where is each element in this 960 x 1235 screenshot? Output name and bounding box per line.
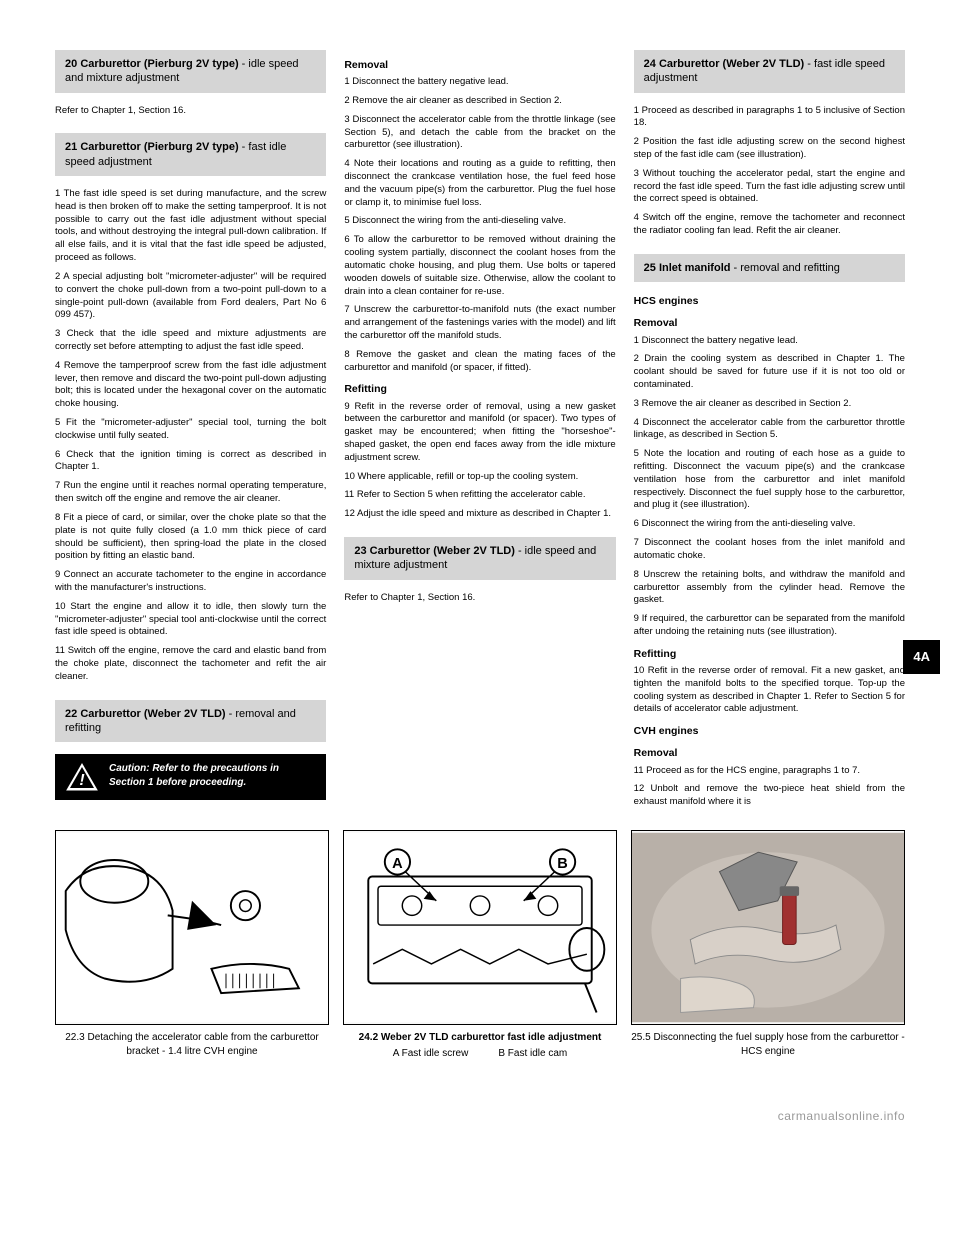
- section-20-header: 20 Carburettor (Pierburg 2V type) - idle…: [55, 50, 326, 93]
- section-22-header: 22 Carburettor (Weber 2V TLD) - removal …: [55, 700, 326, 743]
- figure-22-3: 22.3 Detaching the accelerator cable fro…: [55, 830, 329, 1060]
- label-a: A Fast idle screw: [393, 1047, 469, 1061]
- body-text: 2 A special adjusting bolt "micrometer-a…: [55, 271, 326, 322]
- section-num: 21: [65, 141, 77, 153]
- body-text: 7 Run the engine until it reaches normal…: [55, 480, 326, 506]
- body-text: 9 Connect an accurate tachometer to the …: [55, 569, 326, 595]
- figure-caption: 22.3 Detaching the accelerator cable fro…: [55, 1031, 329, 1058]
- body-text: 3 Disconnect the accelerator cable from …: [344, 114, 615, 152]
- section-title-plain: - removal and refitting: [730, 262, 839, 274]
- body-text: 2 Remove the air cleaner as described in…: [344, 95, 615, 108]
- warning-icon: !: [65, 762, 99, 792]
- section-title-bold: Carburettor (Pierburg 2V type): [80, 58, 238, 70]
- body-text: 9 Refit in the reverse order of removal,…: [344, 401, 615, 465]
- figure-labels: A Fast idle screw B Fast idle cam: [343, 1047, 617, 1061]
- subheading: Removal: [634, 746, 905, 760]
- body-text: 10 Where applicable, refill or top-up th…: [344, 471, 615, 484]
- section-title-bold: Carburettor (Weber 2V TLD): [370, 545, 515, 557]
- body-text: 6 Disconnect the wiring from the anti-di…: [634, 518, 905, 531]
- section-21-header: 21 Carburettor (Pierburg 2V type) - fast…: [55, 133, 326, 176]
- carburettor-fast-idle-illustration-icon: A B: [344, 831, 616, 1024]
- body-text: 5 Note the location and routing of each …: [634, 448, 905, 512]
- section-num: 24: [644, 58, 656, 70]
- section-title-bold: Carburettor (Weber 2V TLD): [659, 58, 804, 70]
- section-num: 20: [65, 58, 77, 70]
- body-text: 7 Disconnect the coolant hoses from the …: [634, 537, 905, 563]
- svg-text:!: !: [79, 772, 85, 789]
- body-text: 12 Adjust the idle speed and mixture as …: [344, 508, 615, 521]
- section-25-header: 25 Inlet manifold - removal and refittin…: [634, 254, 905, 282]
- column-right: 24 Carburettor (Weber 2V TLD) - fast idl…: [634, 50, 905, 815]
- body-text: 3 Check that the idle speed and mixture …: [55, 328, 326, 354]
- subheading: Removal: [344, 58, 615, 72]
- body-text: 10 Refit in the reverse order of removal…: [634, 665, 905, 716]
- body-text: 1 Disconnect the battery negative lead.: [634, 335, 905, 348]
- section-num: 22: [65, 708, 77, 720]
- subheading: Refitting: [344, 382, 615, 396]
- body-text: 6 Check that the ignition timing is corr…: [55, 449, 326, 475]
- body-text: 2 Position the fast idle adjusting screw…: [634, 136, 905, 162]
- figure-cap-text: 24.2 Weber 2V TLD carburettor fast idle …: [359, 1032, 602, 1043]
- section-num: 25: [644, 262, 656, 274]
- label-b: B Fast idle cam: [498, 1047, 567, 1061]
- body-text: 8 Fit a piece of card, or similar, over …: [55, 512, 326, 563]
- svg-text:B: B: [557, 856, 568, 872]
- figure-image: [55, 830, 329, 1025]
- body-text: 11 Switch off the engine, remove the car…: [55, 645, 326, 683]
- body-text: 11 Refer to Section 5 when refitting the…: [344, 489, 615, 502]
- body-text: 7 Unscrew the carburettor-to-manifold nu…: [344, 304, 615, 342]
- section-23-header: 23 Carburettor (Weber 2V TLD) - idle spe…: [344, 537, 615, 580]
- subheading: HCS engines: [634, 294, 905, 308]
- body-text: 6 To allow the carburettor to be removed…: [344, 234, 615, 298]
- figure-row: 22.3 Detaching the accelerator cable fro…: [55, 830, 905, 1060]
- body-text: 3 Without touching the accelerator pedal…: [634, 168, 905, 206]
- figure-25-5: 25.5 Disconnecting the fuel supply hose …: [631, 830, 905, 1060]
- caution-text: Caution: Refer to the precautions in Sec…: [109, 762, 316, 789]
- body-text: 1 Disconnect the battery negative lead.: [344, 76, 615, 89]
- body-text: 5 Disconnect the wiring from the anti-di…: [344, 215, 615, 228]
- body-text: 11 Proceed as for the HCS engine, paragr…: [634, 765, 905, 778]
- column-middle: Removal 1 Disconnect the battery negativ…: [344, 50, 615, 815]
- watermark-text: carmanualsonline.info: [0, 1108, 960, 1124]
- subheading: CVH engines: [634, 724, 905, 738]
- body-text: 4 Disconnect the accelerator cable from …: [634, 417, 905, 443]
- figure-image: A B: [343, 830, 617, 1025]
- body-text: Refer to Chapter 1, Section 16.: [55, 105, 326, 118]
- body-text: 1 Proceed as described in paragraphs 1 t…: [634, 105, 905, 131]
- figure-image: [631, 830, 905, 1025]
- body-text: 5 Fit the "micrometer-adjuster" special …: [55, 417, 326, 443]
- body-text: 4 Remove the tamperproof screw from the …: [55, 360, 326, 411]
- subheading: Refitting: [634, 647, 905, 661]
- section-title-bold: Carburettor (Pierburg 2V type): [80, 141, 238, 153]
- body-text: 1 The fast idle speed is set during manu…: [55, 188, 326, 265]
- section-num: 23: [354, 545, 366, 557]
- body-text: Refer to Chapter 1, Section 16.: [344, 592, 615, 605]
- figure-24-2: A B 24.2 Weber 2V TLD carburettor fast i…: [343, 830, 617, 1060]
- section-title-bold: Inlet manifold: [659, 262, 731, 274]
- body-text: 9 If required, the carburettor can be se…: [634, 613, 905, 639]
- body-text: 4 Note their locations and routing as a …: [344, 158, 615, 209]
- carburettor-cable-illustration-icon: [56, 831, 328, 1024]
- body-text: 3 Remove the air cleaner as described in…: [634, 398, 905, 411]
- figure-caption: 25.5 Disconnecting the fuel supply hose …: [631, 1031, 905, 1058]
- section-title-bold: Carburettor (Weber 2V TLD): [80, 708, 225, 720]
- body-text: 2 Drain the cooling system as described …: [634, 353, 905, 391]
- section-24-header: 24 Carburettor (Weber 2V TLD) - fast idl…: [634, 50, 905, 93]
- fuel-hose-photo-icon: [632, 831, 904, 1024]
- body-text: 4 Switch off the engine, remove the tach…: [634, 212, 905, 238]
- page-tab: 4A: [903, 640, 940, 674]
- svg-text:A: A: [392, 856, 403, 872]
- subheading: Removal: [634, 316, 905, 330]
- caution-box: ! Caution: Refer to the precautions in S…: [55, 754, 326, 800]
- figure-caption: 24.2 Weber 2V TLD carburettor fast idle …: [343, 1031, 617, 1045]
- body-text: 8 Unscrew the retaining bolts, and withd…: [634, 569, 905, 607]
- column-left: 20 Carburettor (Pierburg 2V type) - idle…: [55, 50, 326, 815]
- body-text: 12 Unbolt and remove the two-piece heat …: [634, 783, 905, 809]
- body-text: 10 Start the engine and allow it to idle…: [55, 601, 326, 639]
- body-text: 8 Remove the gasket and clean the mating…: [344, 349, 615, 375]
